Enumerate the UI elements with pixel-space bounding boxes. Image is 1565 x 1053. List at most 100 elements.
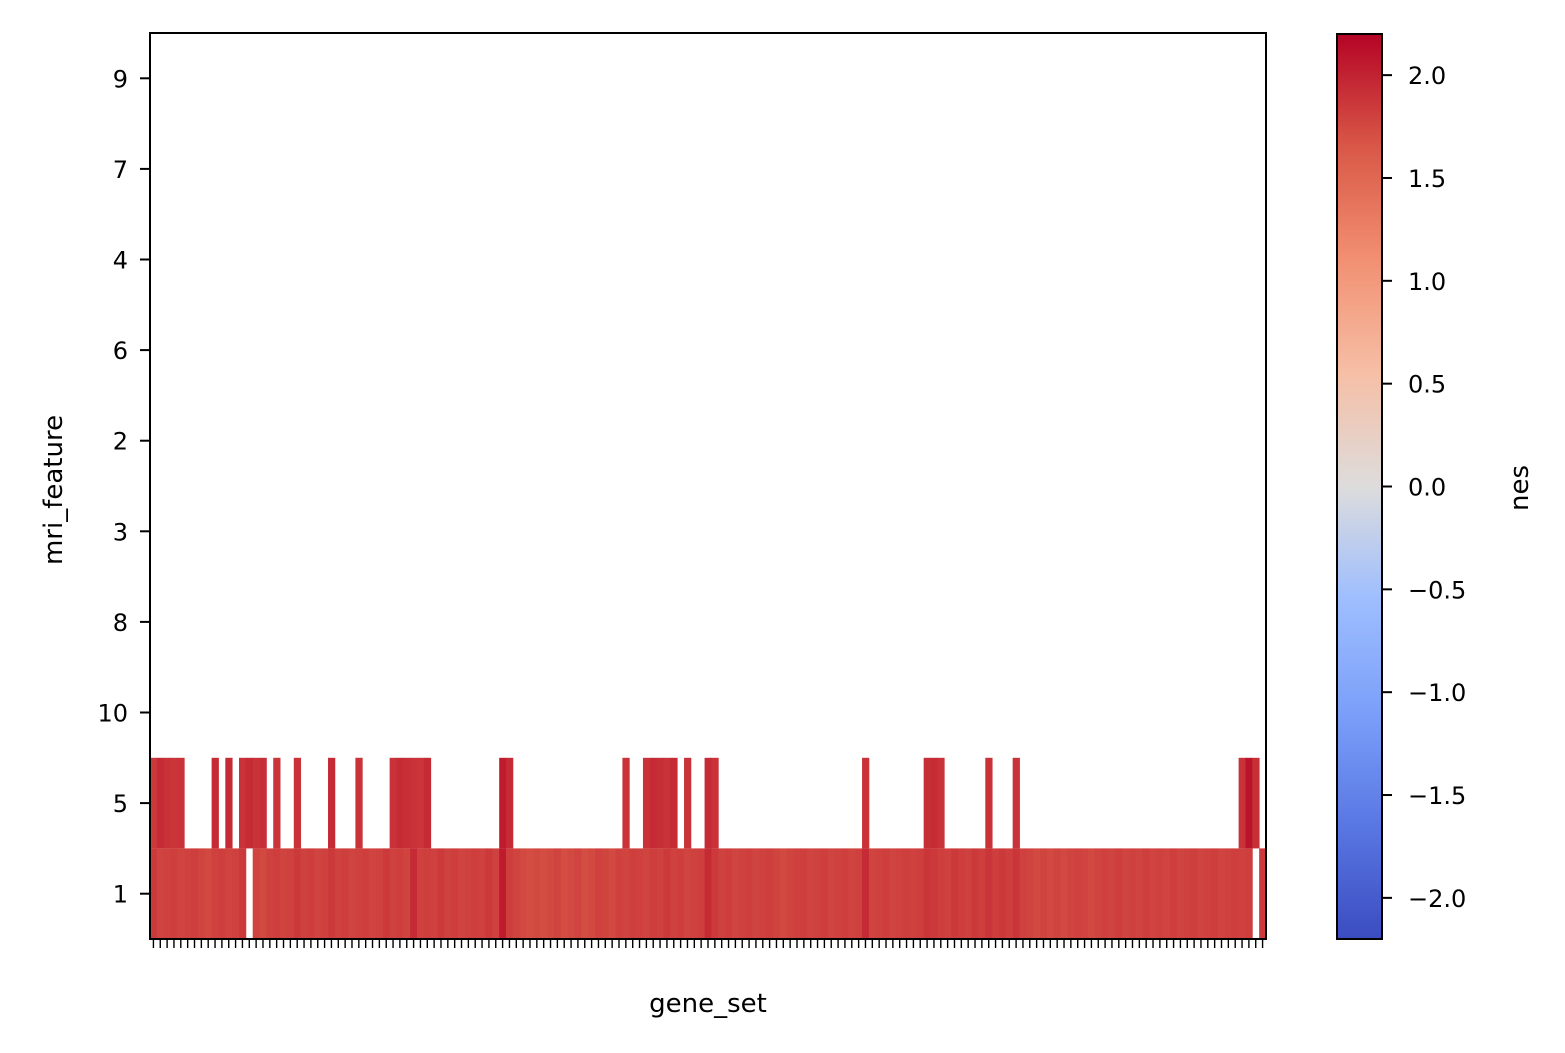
heatmap-cell bbox=[512, 848, 521, 939]
heatmap-cell bbox=[1245, 848, 1253, 939]
heatmap-cell bbox=[314, 848, 322, 939]
heatmap-cell bbox=[389, 757, 397, 849]
heatmap-cell bbox=[1156, 848, 1164, 939]
heatmap-cell bbox=[348, 848, 356, 939]
heatmap-cell bbox=[903, 848, 911, 939]
heatmap-cell bbox=[745, 848, 753, 939]
heatmap-cell bbox=[1094, 848, 1103, 939]
heatmap-cell bbox=[211, 757, 219, 849]
heatmap-cell bbox=[506, 757, 514, 849]
y-tick-label: 6 bbox=[113, 337, 128, 365]
heatmap-cell bbox=[862, 757, 870, 849]
colorbar-ticks: −2.0 −1.5 −1.0 −0.5 0.0 0.5 1.0 1.5 2.0 bbox=[1382, 62, 1466, 913]
heatmap-cell bbox=[1259, 848, 1267, 939]
heatmap-cell bbox=[396, 757, 404, 849]
heatmap-cell bbox=[177, 848, 185, 939]
colorbar-tick-label: 0.5 bbox=[1408, 371, 1446, 399]
heatmap-cell bbox=[581, 848, 589, 939]
heatmap-cell bbox=[506, 848, 514, 939]
heatmap-cell bbox=[464, 848, 473, 939]
colorbar-label: nes bbox=[1505, 465, 1535, 511]
heatmap-cell bbox=[670, 757, 678, 849]
heatmap-cell bbox=[1197, 848, 1205, 939]
heatmap-cell bbox=[677, 848, 685, 939]
y-tick-label: 8 bbox=[113, 609, 128, 637]
heatmap-cell bbox=[156, 757, 165, 849]
heatmap-cell bbox=[814, 848, 822, 939]
heatmap-cell bbox=[636, 848, 644, 939]
heatmap-cell bbox=[1012, 757, 1020, 849]
heatmap-cell bbox=[423, 757, 432, 849]
heatmap-cell bbox=[259, 848, 267, 939]
heatmap-cell bbox=[1238, 848, 1246, 939]
heatmap-cell bbox=[971, 848, 979, 939]
heatmap-cell bbox=[375, 848, 384, 939]
heatmap-cell bbox=[1074, 848, 1082, 939]
heatmap-cell bbox=[355, 757, 363, 849]
heatmap-cell bbox=[862, 848, 870, 939]
heatmap-cell bbox=[930, 757, 938, 849]
heatmap-cell bbox=[444, 848, 452, 939]
heatmap-cell bbox=[191, 848, 199, 939]
colorbar-tick-label: −1.0 bbox=[1408, 679, 1466, 707]
heatmap-cell bbox=[601, 848, 610, 939]
heatmap-cell bbox=[382, 848, 391, 939]
heatmap-cell bbox=[800, 848, 808, 939]
heatmap-cell bbox=[1067, 848, 1075, 939]
heatmap-cell bbox=[1026, 848, 1034, 939]
heatmap-cell bbox=[150, 757, 158, 849]
heatmap-cell bbox=[560, 848, 569, 939]
heatmap-cell bbox=[211, 848, 219, 939]
heatmap-cell bbox=[458, 848, 466, 939]
heatmap-cell bbox=[1129, 848, 1137, 939]
heatmap-cell bbox=[430, 848, 438, 939]
heatmap-cell bbox=[1183, 848, 1192, 939]
heatmap-cell bbox=[252, 848, 260, 939]
heatmap-cell bbox=[615, 848, 623, 939]
colorbar-tick-label: −1.5 bbox=[1408, 782, 1466, 810]
heatmap-cell bbox=[423, 848, 432, 939]
heatmap-cell bbox=[827, 848, 836, 939]
heatmap-cell bbox=[711, 848, 719, 939]
y-axis-title: mri_feature bbox=[39, 415, 69, 565]
heatmap-cell bbox=[197, 848, 206, 939]
colorbar bbox=[1336, 33, 1383, 940]
heatmap-cell bbox=[245, 757, 254, 849]
heatmap-cell bbox=[499, 757, 507, 849]
heatmap-cell bbox=[307, 848, 315, 939]
heatmap-cell bbox=[437, 848, 445, 939]
heatmap-cell bbox=[766, 848, 774, 939]
heatmap-cell bbox=[875, 848, 883, 939]
x-axis-ticks bbox=[152, 939, 1264, 948]
heatmap-cell bbox=[779, 848, 788, 939]
heatmap-cell bbox=[471, 848, 480, 939]
heatmap-cell bbox=[670, 848, 678, 939]
heatmap-cell bbox=[663, 848, 671, 939]
heatmap-cell bbox=[1122, 848, 1130, 939]
heatmap-cell bbox=[403, 757, 411, 849]
heatmap-cell bbox=[909, 848, 918, 939]
heatmap-cell bbox=[704, 848, 712, 939]
heatmap-cell bbox=[868, 848, 877, 939]
y-tick-label: 9 bbox=[113, 65, 128, 93]
heatmap-cell bbox=[773, 848, 781, 939]
heatmap-cell bbox=[588, 848, 596, 939]
heatmap-cell bbox=[280, 848, 288, 939]
heatmap-cell bbox=[923, 757, 931, 849]
heatmap-cell bbox=[1204, 848, 1212, 939]
heatmap-cell bbox=[567, 848, 575, 939]
heatmap-cell bbox=[1245, 757, 1253, 849]
heatmap-cell bbox=[478, 848, 486, 939]
heatmap-cell bbox=[252, 757, 260, 849]
heatmap-cell bbox=[882, 848, 890, 939]
heatmap-cell bbox=[1087, 848, 1096, 939]
heatmap-cell bbox=[985, 848, 993, 939]
heatmap-cell bbox=[848, 848, 856, 939]
x-axis-title: gene_set bbox=[649, 989, 767, 1019]
heatmap-cell bbox=[1231, 848, 1240, 939]
heatmap-cell bbox=[355, 848, 363, 939]
heatmap-cell bbox=[663, 757, 671, 849]
heatmap-cell bbox=[725, 848, 733, 939]
heatmap-cell bbox=[519, 848, 527, 939]
